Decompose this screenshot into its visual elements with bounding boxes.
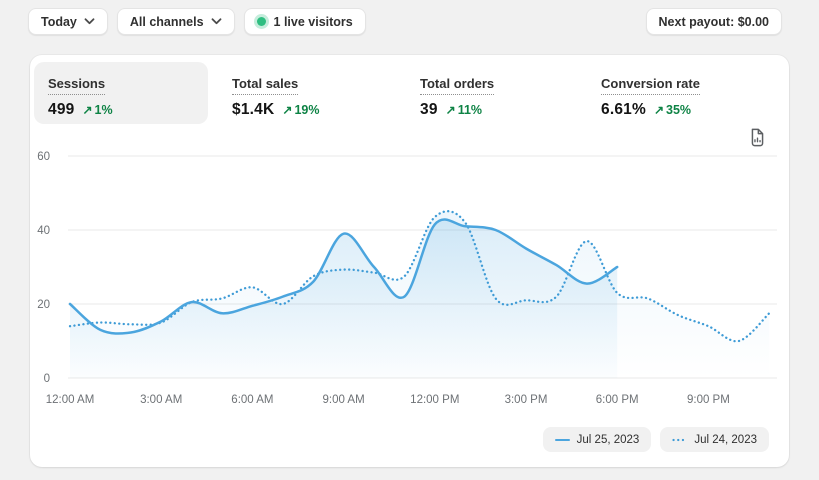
- metric-total-orders[interactable]: Total orders 39 ↗ 11%: [420, 75, 495, 119]
- metric-label: Total sales: [232, 76, 299, 95]
- toolbar: Today All channels 1 live visitors Next …: [28, 8, 782, 35]
- live-visitors-button[interactable]: 1 live visitors: [243, 8, 366, 35]
- next-payout-label: Next payout: $0.00: [658, 14, 769, 29]
- dotted-line-icon: [672, 438, 688, 441]
- metric-value: $1.4K: [232, 101, 275, 118]
- svg-text:6:00 PM: 6:00 PM: [596, 394, 639, 406]
- svg-text:6:00 AM: 6:00 AM: [231, 394, 273, 406]
- metric-label: Conversion rate: [601, 76, 700, 95]
- metric-label: Sessions: [48, 76, 106, 95]
- next-payout-button[interactable]: Next payout: $0.00: [645, 8, 782, 35]
- svg-text:60: 60: [37, 151, 50, 163]
- svg-text:3:00 PM: 3:00 PM: [505, 394, 548, 406]
- svg-text:40: 40: [37, 225, 50, 237]
- metric-value: 39: [420, 101, 438, 118]
- metric-delta: ↗ 35%: [653, 103, 692, 117]
- svg-text:12:00 PM: 12:00 PM: [410, 394, 459, 406]
- trend-up-icon: ↗: [82, 103, 93, 117]
- svg-text:9:00 PM: 9:00 PM: [687, 394, 730, 406]
- date-range-button[interactable]: Today: [28, 8, 108, 35]
- metric-delta: ↗ 1%: [82, 103, 113, 117]
- metric-sessions[interactable]: Sessions 499 ↗ 1%: [34, 62, 208, 124]
- date-range-label: Today: [41, 14, 77, 29]
- svg-text:12:00 AM: 12:00 AM: [46, 394, 95, 406]
- chart-legend: Jul 25, 2023 Jul 24, 2023: [542, 427, 769, 452]
- solid-line-icon: [554, 438, 570, 441]
- metric-delta: ↗ 11%: [445, 103, 483, 117]
- trend-up-icon: ↗: [445, 103, 456, 117]
- metric-value: 499: [48, 101, 75, 118]
- svg-text:20: 20: [37, 299, 50, 311]
- legend-item-jul-25[interactable]: Jul 25, 2023: [542, 427, 652, 452]
- legend-item-jul-24[interactable]: Jul 24, 2023: [660, 427, 769, 452]
- channels-button[interactable]: All channels: [116, 8, 235, 35]
- live-visitors-label: 1 live visitors: [273, 14, 353, 29]
- legend-label: Jul 24, 2023: [694, 433, 757, 446]
- svg-text:9:00 AM: 9:00 AM: [322, 394, 364, 406]
- channels-label: All channels: [129, 14, 204, 29]
- chevron-down-icon: [84, 18, 95, 25]
- metric-total-sales[interactable]: Total sales $1.4K ↗ 19%: [232, 75, 319, 119]
- metric-label: Total orders: [420, 76, 495, 95]
- live-dot-icon: [256, 17, 266, 26]
- metric-conversion-rate[interactable]: Conversion rate 6.61% ↗ 35%: [601, 75, 700, 119]
- sessions-line-chart[interactable]: 0 20 40 60 12:00 AM 3:00 AM 6:00 AM 9:00 AM 12:0…: [30, 140, 789, 430]
- trend-up-icon: ↗: [653, 103, 665, 117]
- metric-value: 6.61%: [601, 101, 646, 118]
- metric-delta: ↗ 19%: [282, 103, 320, 117]
- svg-text:3:00 AM: 3:00 AM: [140, 394, 182, 406]
- trend-up-icon: ↗: [282, 103, 293, 117]
- report-icon[interactable]: [746, 126, 768, 148]
- chevron-down-icon: [211, 18, 221, 25]
- svg-text:0: 0: [44, 373, 50, 385]
- legend-label: Jul 25, 2023: [576, 433, 640, 446]
- analytics-card: Sessions 499 ↗ 1% Total sales $1.4K ↗ 19…: [30, 55, 789, 467]
